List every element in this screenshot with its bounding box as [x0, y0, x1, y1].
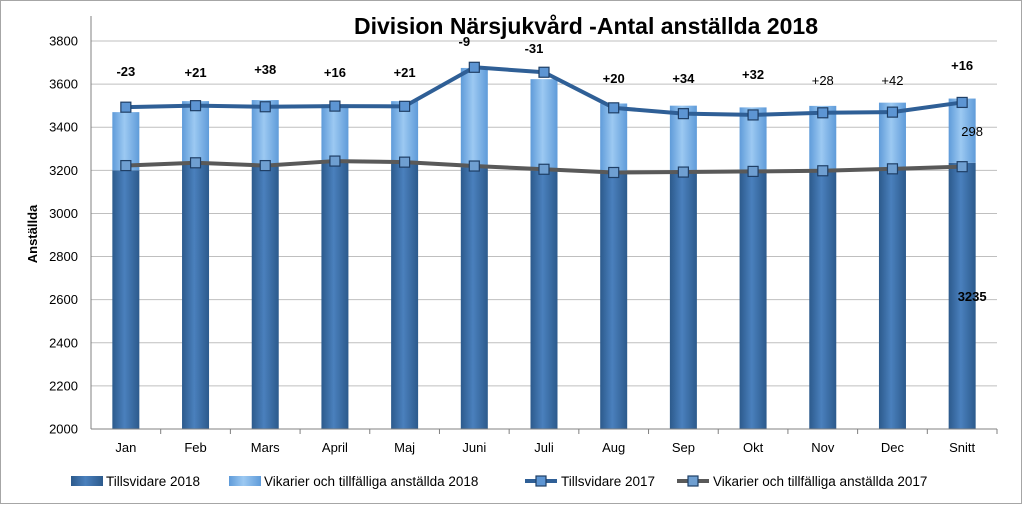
- difference-label: +16: [324, 65, 346, 80]
- x-tick-label: Sep: [672, 440, 695, 455]
- bar-tillsvidare-2018: [669, 171, 697, 429]
- legend-label: Tillsvidare 2018: [106, 474, 200, 489]
- x-tick-label: April: [322, 440, 348, 455]
- bar-tillsvidare-2018: [530, 170, 558, 429]
- tillsvidare-2017-marker: [189, 100, 202, 112]
- y-tick-label: 3800: [49, 34, 78, 49]
- bar-vikarier-2018: [948, 98, 976, 163]
- bar-tillsvidare-2018: [251, 166, 279, 429]
- bar-vikarier-2018: [530, 79, 558, 171]
- y-tick-label: 2600: [49, 292, 78, 307]
- legend-marker: [535, 475, 547, 487]
- vikarier-2017-marker: [608, 166, 620, 179]
- tillsvidare-2017-marker: [608, 102, 620, 114]
- y-tick-label: 2200: [49, 378, 78, 393]
- vikarier-2017-marker: [747, 165, 759, 178]
- difference-label: -31: [525, 41, 544, 56]
- x-tick-label: Dec: [881, 440, 905, 455]
- vikarier-2017-marker: [886, 163, 899, 175]
- legend-label: Tillsvidare 2017: [561, 474, 655, 489]
- legend-swatch: [229, 476, 261, 486]
- vikarier-2017-marker: [538, 163, 550, 175]
- tillsvidare-2017-marker: [886, 106, 899, 118]
- difference-label: +38: [254, 62, 276, 77]
- difference-label: +34: [672, 71, 695, 86]
- bar-tillsvidare-2018: [739, 171, 767, 430]
- difference-label: +32: [742, 67, 764, 82]
- difference-label: +16: [951, 58, 973, 73]
- x-tick-label: Maj: [394, 440, 415, 455]
- y-tick-label: 3400: [49, 120, 78, 135]
- vikarier-2017-marker: [329, 155, 341, 167]
- vikarier-2017-marker: [677, 166, 689, 178]
- bar-tillsvidare-2018: [321, 162, 349, 430]
- tillsvidare-2017-marker: [956, 96, 968, 109]
- difference-label: +21: [394, 65, 416, 80]
- bar-tillsvidare-2018: [460, 167, 488, 429]
- difference-label: -9: [459, 34, 471, 49]
- chart-title: Division Närsjukvård -Antal anställda 20…: [354, 13, 818, 39]
- y-tick-label: 2800: [49, 249, 78, 264]
- tillsvidare-2017-marker: [817, 107, 829, 119]
- x-tick-label: Feb: [184, 440, 206, 455]
- difference-label: -23: [116, 64, 135, 79]
- vikarier-2017-marker: [399, 156, 411, 168]
- x-tick-label: Juni: [462, 440, 486, 455]
- value-label-tillsvidare-snitt: 3235: [958, 289, 987, 304]
- bar-tillsvidare-2018: [600, 173, 628, 429]
- vikarier-2017-marker: [120, 159, 132, 172]
- tillsvidare-2017-marker: [677, 108, 689, 120]
- tillsvidare-2017-marker: [329, 100, 341, 112]
- y-tick-label: 2000: [49, 422, 78, 437]
- x-tick-label: Mars: [251, 440, 280, 455]
- x-tick-label: Okt: [743, 440, 764, 455]
- bar-vikarier-2018: [460, 67, 488, 168]
- x-tick-label: Aug: [602, 440, 625, 455]
- tillsvidare-2017-marker: [538, 66, 550, 78]
- tillsvidare-2017-marker: [120, 101, 132, 113]
- vikarier-2017-marker: [189, 157, 202, 169]
- x-tick-label: Snitt: [949, 440, 975, 455]
- x-tick-label: Nov: [811, 440, 835, 455]
- y-tick-label: 2400: [49, 335, 78, 350]
- x-tick-label: Jan: [115, 440, 136, 455]
- tillsvidare-2017-marker: [747, 109, 759, 121]
- bar-tillsvidare-2018: [182, 164, 210, 429]
- bar-vikarier-2018: [182, 101, 210, 165]
- bar-tillsvidare-2018: [948, 162, 976, 430]
- y-tick-label: 3200: [49, 163, 78, 178]
- legend-label: Vikarier och tillfälliga anställda 2017: [713, 474, 927, 489]
- vikarier-2017-marker: [817, 165, 829, 177]
- legend-label: Vikarier och tillfälliga anställda 2018: [264, 474, 478, 489]
- difference-label: +20: [603, 71, 625, 86]
- vikarier-2017-marker: [956, 161, 968, 173]
- x-tick-label: Juli: [534, 440, 554, 455]
- difference-label: +42: [881, 73, 903, 88]
- y-tick-label: 3600: [49, 77, 78, 92]
- tillsvidare-2017-marker: [259, 101, 271, 113]
- bar-vikarier-2018: [321, 104, 349, 163]
- bar-vikarier-2018: [600, 103, 628, 174]
- tillsvidare-2017-marker: [399, 100, 411, 112]
- tillsvidare-2017-marker: [468, 61, 480, 73]
- difference-label: +28: [812, 73, 834, 88]
- y-tick-label: 3000: [49, 206, 78, 221]
- value-label-vikarier-snitt: 298: [961, 124, 983, 139]
- bar-tillsvidare-2018: [391, 162, 419, 429]
- difference-label: +21: [185, 65, 207, 80]
- bar-tillsvidare-2018: [112, 170, 140, 430]
- y-axis-label: Anställda: [25, 204, 40, 263]
- vikarier-2017-marker: [468, 160, 480, 172]
- bar-tillsvidare-2018: [809, 170, 837, 429]
- bar-tillsvidare-2018: [878, 169, 906, 430]
- legend-swatch: [71, 476, 103, 486]
- vikarier-2017-marker: [259, 159, 271, 172]
- legend-marker: [687, 475, 699, 487]
